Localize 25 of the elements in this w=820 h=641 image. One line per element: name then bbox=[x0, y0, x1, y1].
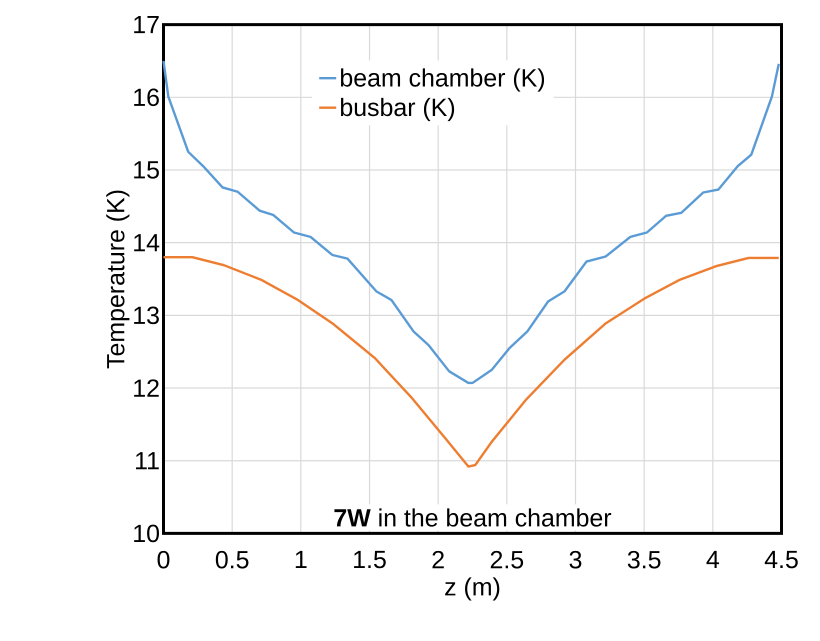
x-tick-label: 4.5 bbox=[764, 550, 798, 568]
line-series bbox=[162, 60, 780, 384]
x-tick-label: 3 bbox=[570, 550, 582, 569]
x-tick-label: 4 bbox=[706, 550, 720, 568]
y-tick-label: 11 bbox=[136, 452, 159, 470]
y-axis-title: Temperature (K) bbox=[106, 190, 130, 368]
x-tick-label: 0 bbox=[158, 550, 170, 569]
x-tick-label: 1 bbox=[296, 550, 307, 568]
x-tick-label: 0.5 bbox=[216, 550, 248, 569]
x-tick-label: 1.5 bbox=[354, 550, 386, 568]
y-tick-label: 15 bbox=[134, 161, 159, 179]
y-tick-label: 10 bbox=[134, 524, 159, 542]
legend-label: beam chamber (K) bbox=[341, 68, 544, 92]
line-series bbox=[162, 256, 780, 468]
y-tick-label: 12 bbox=[134, 379, 159, 397]
y-tick-label: 13 bbox=[134, 306, 159, 324]
x-tick-label: 2.5 bbox=[490, 550, 524, 569]
x-axis-title: z (m) bbox=[445, 577, 500, 601]
y-tick-label: 16 bbox=[134, 88, 159, 106]
annotation: 7W in the beam chamber bbox=[334, 508, 612, 527]
x-tick-label: 2 bbox=[432, 550, 444, 568]
x-tick-label: 3.5 bbox=[628, 550, 660, 569]
y-tick-label: 14 bbox=[134, 234, 160, 252]
legend-label: busbar (K) bbox=[341, 98, 454, 122]
y-tick-label: 17 bbox=[134, 16, 159, 34]
